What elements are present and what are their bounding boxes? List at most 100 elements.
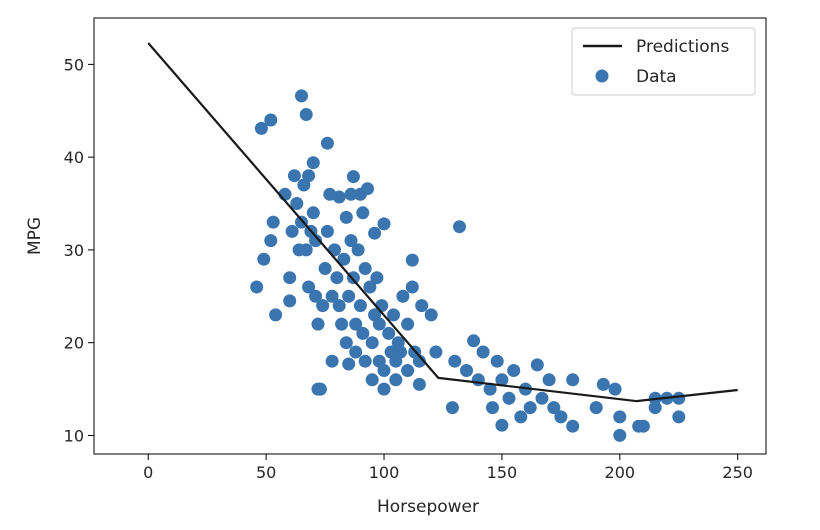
x-tick-label: 150 — [487, 463, 518, 482]
data-point — [613, 410, 627, 424]
data-point — [412, 354, 426, 368]
data-point — [514, 410, 528, 424]
data-point — [372, 317, 386, 331]
data-point — [445, 401, 459, 415]
data-point — [394, 345, 407, 359]
data-point — [344, 187, 358, 201]
data-point — [429, 345, 443, 359]
data-point — [370, 271, 384, 285]
data-point — [361, 182, 374, 196]
data-point — [299, 108, 313, 121]
legend-data-label: Data — [636, 67, 677, 87]
data-point — [608, 382, 622, 396]
data-point — [309, 234, 323, 248]
data-point — [287, 169, 301, 183]
data-point — [349, 345, 363, 359]
data-point — [424, 308, 438, 322]
data-point — [401, 317, 415, 331]
data-point — [486, 401, 499, 415]
data-point — [316, 299, 330, 313]
data-point — [415, 299, 429, 313]
data-point — [283, 271, 297, 285]
data-point — [358, 262, 372, 275]
data-point — [382, 326, 396, 340]
data-point — [257, 252, 271, 266]
data-point — [320, 136, 334, 150]
data-point — [542, 373, 556, 387]
y-axis-label: MPG — [25, 217, 45, 255]
data-point — [566, 373, 580, 387]
data-point — [283, 294, 297, 308]
data-point — [389, 373, 403, 387]
data-point — [250, 280, 264, 294]
data-point — [467, 334, 481, 348]
data-point — [342, 357, 356, 371]
data-point — [405, 253, 419, 267]
x-axis-label: Horsepower — [377, 497, 479, 517]
y-tick-label: 30 — [64, 241, 84, 260]
data-point — [285, 224, 299, 238]
data-point — [471, 373, 485, 387]
legend-predictions-label: Predictions — [636, 37, 729, 57]
data-point — [254, 121, 268, 135]
data-point — [330, 271, 344, 285]
data-point — [339, 336, 353, 350]
data-point — [266, 215, 280, 229]
legend: Predictions Data — [571, 27, 756, 96]
data-point — [306, 156, 320, 170]
data-point — [412, 377, 426, 391]
legend-data-swatch — [595, 69, 609, 83]
data-point — [356, 206, 370, 220]
data-point — [342, 289, 356, 303]
data-point — [290, 197, 304, 210]
y-axis-ticks: 10 20 30 40 50 — [64, 55, 94, 445]
x-tick-label: 250 — [722, 463, 753, 482]
data-point — [332, 299, 346, 313]
data-point — [295, 89, 308, 103]
data-point — [405, 280, 419, 294]
data-point — [507, 364, 521, 377]
data-point — [349, 317, 363, 331]
data-point — [264, 234, 278, 248]
data-point — [339, 210, 353, 224]
data-point — [547, 401, 561, 415]
data-point — [387, 308, 400, 322]
data-point — [613, 428, 627, 442]
data-point — [377, 382, 391, 396]
x-tick-label: 200 — [605, 463, 636, 482]
data-point — [346, 170, 360, 184]
data-point — [530, 358, 544, 372]
data-point — [672, 391, 686, 405]
data-point — [365, 373, 379, 387]
y-tick-label: 40 — [64, 148, 84, 167]
data-point — [460, 364, 473, 377]
data-point — [356, 326, 370, 340]
data-point — [332, 190, 346, 204]
data-point — [313, 382, 327, 396]
data-point — [337, 252, 351, 266]
data-point — [502, 391, 516, 405]
data-point — [302, 169, 316, 183]
data-point — [325, 354, 339, 368]
data-point — [648, 401, 662, 415]
data-point — [448, 354, 462, 368]
data-point — [269, 308, 283, 322]
data-point — [346, 271, 360, 285]
data-point — [351, 243, 365, 257]
data-point — [377, 364, 391, 377]
x-tick-label: 100 — [369, 463, 400, 482]
data-point — [495, 373, 509, 387]
data-point — [566, 419, 580, 433]
data-point — [396, 289, 410, 303]
data-point — [636, 419, 650, 433]
data-point — [483, 382, 497, 396]
data-point — [476, 345, 490, 359]
data-point — [311, 317, 325, 331]
data-point — [523, 401, 537, 415]
data-point — [401, 364, 415, 377]
data-point — [318, 262, 332, 275]
predictions-line — [147, 42, 738, 403]
data-point — [495, 418, 509, 432]
x-tick-label: 50 — [256, 463, 276, 482]
